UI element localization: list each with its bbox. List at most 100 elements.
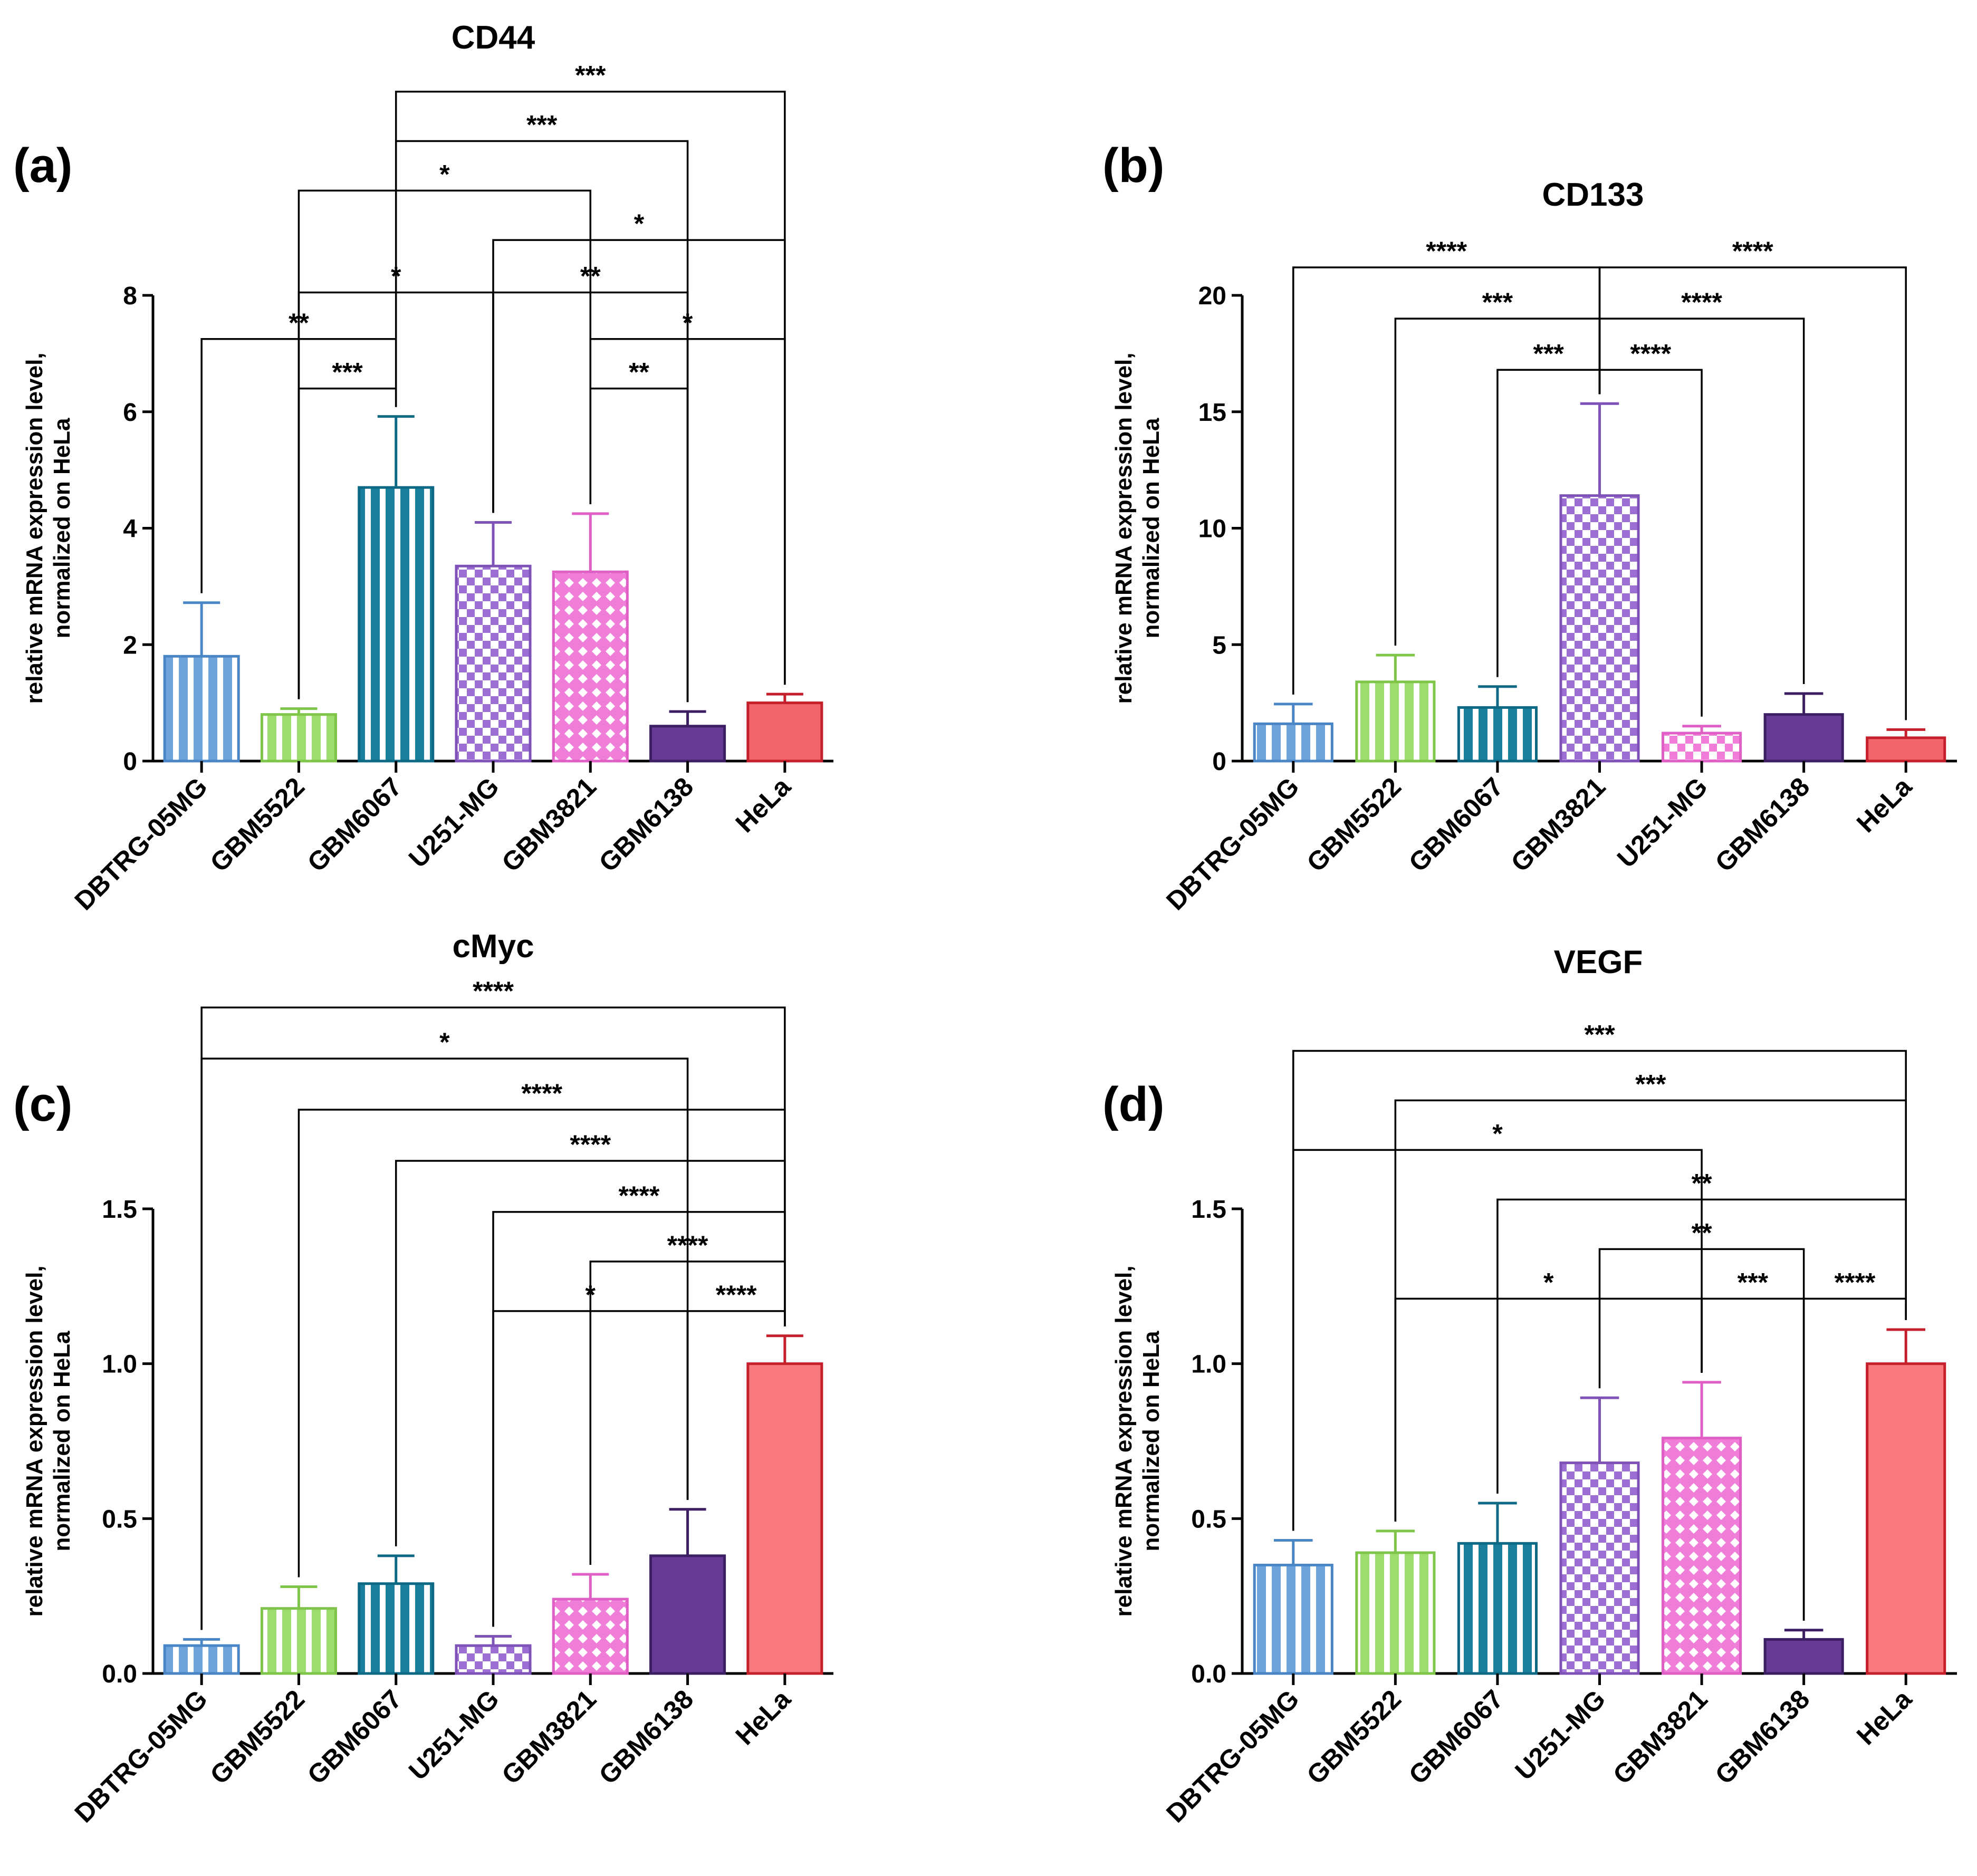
category-label: HeLa (1851, 1683, 1918, 1750)
category-label: HeLa (730, 771, 797, 838)
y-tick-label: 0 (123, 748, 137, 776)
chart-title: VEGF (1554, 944, 1643, 980)
significance-stars: * (439, 159, 450, 189)
y-axis-label: normalized on HeLa (1138, 418, 1164, 639)
bar-gbm3821 (1662, 1437, 1742, 1675)
significance-stars: *** (1738, 1267, 1769, 1297)
y-tick-label: 1.0 (102, 1351, 137, 1379)
significance-stars: **** (716, 1280, 757, 1310)
category-label: DBTRG-05MG (1160, 772, 1304, 916)
significance-stars: **** (619, 1181, 660, 1210)
y-tick-label: 4 (123, 515, 137, 543)
significance-stars: *** (332, 358, 363, 387)
category-label: GBM6067 (1403, 772, 1509, 878)
bar-gbm6138 (1763, 1638, 1844, 1675)
bar-gbm5522 (260, 713, 337, 763)
y-tick-label: 5 (1212, 631, 1226, 659)
bar-gbm6067 (358, 486, 435, 763)
bar-gbm3821 (552, 1598, 629, 1675)
significance-bracket (492, 1211, 786, 1627)
significance-stars: **** (1426, 236, 1467, 266)
significance-bracket (589, 338, 786, 685)
category-label: HeLa (730, 1683, 797, 1750)
category-label: GBM6138 (1710, 1684, 1816, 1790)
y-tick-label: 1.5 (1191, 1196, 1226, 1224)
category-label: U251-MG (403, 1684, 505, 1786)
category-label: U251-MG (403, 772, 505, 873)
bar-gbm3821 (1559, 494, 1640, 763)
panel-label-b: (b) (1102, 139, 1164, 193)
chart-title: CD44 (452, 20, 535, 56)
significance-bracket (589, 1261, 786, 1565)
significance-bracket (1598, 266, 1907, 720)
bar-dbtrg-05mg (1253, 722, 1333, 763)
bar-hela (746, 1362, 823, 1675)
category-label: GBM6138 (593, 772, 699, 878)
category-label: DBTRG-05MG (69, 772, 213, 916)
y-tick-label: 0.0 (1191, 1660, 1226, 1688)
significance-stars: **** (667, 1230, 708, 1260)
panel-a: (a) CD44 relative mRNA expression level, n… (13, 20, 833, 916)
significance-stars: * (683, 308, 693, 338)
significance-stars: **** (473, 976, 514, 1006)
bar-gbm5522 (260, 1607, 337, 1675)
panel-label-d: (d) (1102, 1078, 1164, 1131)
y-axis-label: relative mRNA expression level, (1111, 352, 1137, 704)
significance-stars: **** (1681, 287, 1722, 317)
significance-bracket (297, 1109, 786, 1577)
bar-gbm6138 (1763, 713, 1844, 763)
significance-bracket (200, 1057, 689, 1630)
bar-dbtrg-05mg (163, 1644, 240, 1675)
significance-stars: * (586, 1280, 596, 1310)
y-tick-label: 2 (123, 631, 137, 659)
y-tick-label: 0 (1212, 748, 1226, 776)
significance-bracket (1496, 1198, 1907, 1494)
category-label: GBM5522 (1301, 772, 1407, 878)
y-tick-label: 0.5 (1191, 1505, 1226, 1533)
y-tick-label: 20 (1198, 282, 1226, 310)
category-label: GBM5522 (204, 772, 310, 878)
y-axis-label: normalized on HeLa (1138, 1331, 1164, 1552)
category-label: HeLa (1851, 771, 1918, 838)
bar-gbm6067 (1457, 706, 1538, 763)
bar-u251-mg (455, 564, 532, 763)
significance-stars: ** (580, 261, 601, 291)
bar-u251-mg (455, 1644, 532, 1675)
y-axis-label: normalized on HeLa (49, 418, 75, 639)
category-label: GBM6067 (302, 772, 408, 878)
category-label: DBTRG-05MG (1160, 1684, 1304, 1828)
significance-stars: *** (526, 110, 558, 140)
significance-stars: ** (1692, 1218, 1712, 1247)
bar-gbm5522 (1355, 680, 1436, 763)
y-axis-label: relative mRNA expression level, (22, 1265, 47, 1617)
y-tick-label: 0.5 (102, 1505, 137, 1533)
significance-stars: **** (570, 1130, 611, 1159)
significance-stars: * (439, 1027, 450, 1057)
category-label: GBM5522 (1301, 1684, 1407, 1790)
category-label: GBM3821 (496, 772, 602, 878)
category-label: GBM6138 (1710, 772, 1816, 878)
significance-bracket (1292, 266, 1601, 695)
category-label: GBM3821 (496, 1684, 602, 1790)
category-label: GBM6138 (593, 1684, 699, 1790)
significance-bracket (297, 189, 592, 699)
category-label: DBTRG-05MG (69, 1684, 213, 1828)
significance-bracket (1292, 1149, 1703, 1531)
panel-c: (c) cMyc relative mRNA expression level, n… (13, 928, 833, 1829)
y-tick-label: 6 (123, 399, 137, 427)
significance-stars: *** (1533, 339, 1565, 368)
y-tick-label: 0.0 (102, 1660, 137, 1688)
significance-bracket (1802, 1297, 1907, 1621)
panel-label-c: (c) (13, 1078, 72, 1131)
bar-u251-mg (1559, 1461, 1640, 1675)
bar-gbm6067 (1457, 1542, 1538, 1675)
bar-hela (746, 701, 823, 763)
y-axis-label: relative mRNA expression level, (1111, 1265, 1137, 1617)
category-label: GBM6067 (302, 1684, 408, 1790)
y-tick-label: 10 (1198, 515, 1226, 543)
y-axis-label: relative mRNA expression level, (22, 352, 47, 704)
bar-gbm3821 (552, 570, 629, 763)
category-label: GBM3821 (1607, 1684, 1713, 1790)
bar-gbm6067 (358, 1582, 435, 1675)
